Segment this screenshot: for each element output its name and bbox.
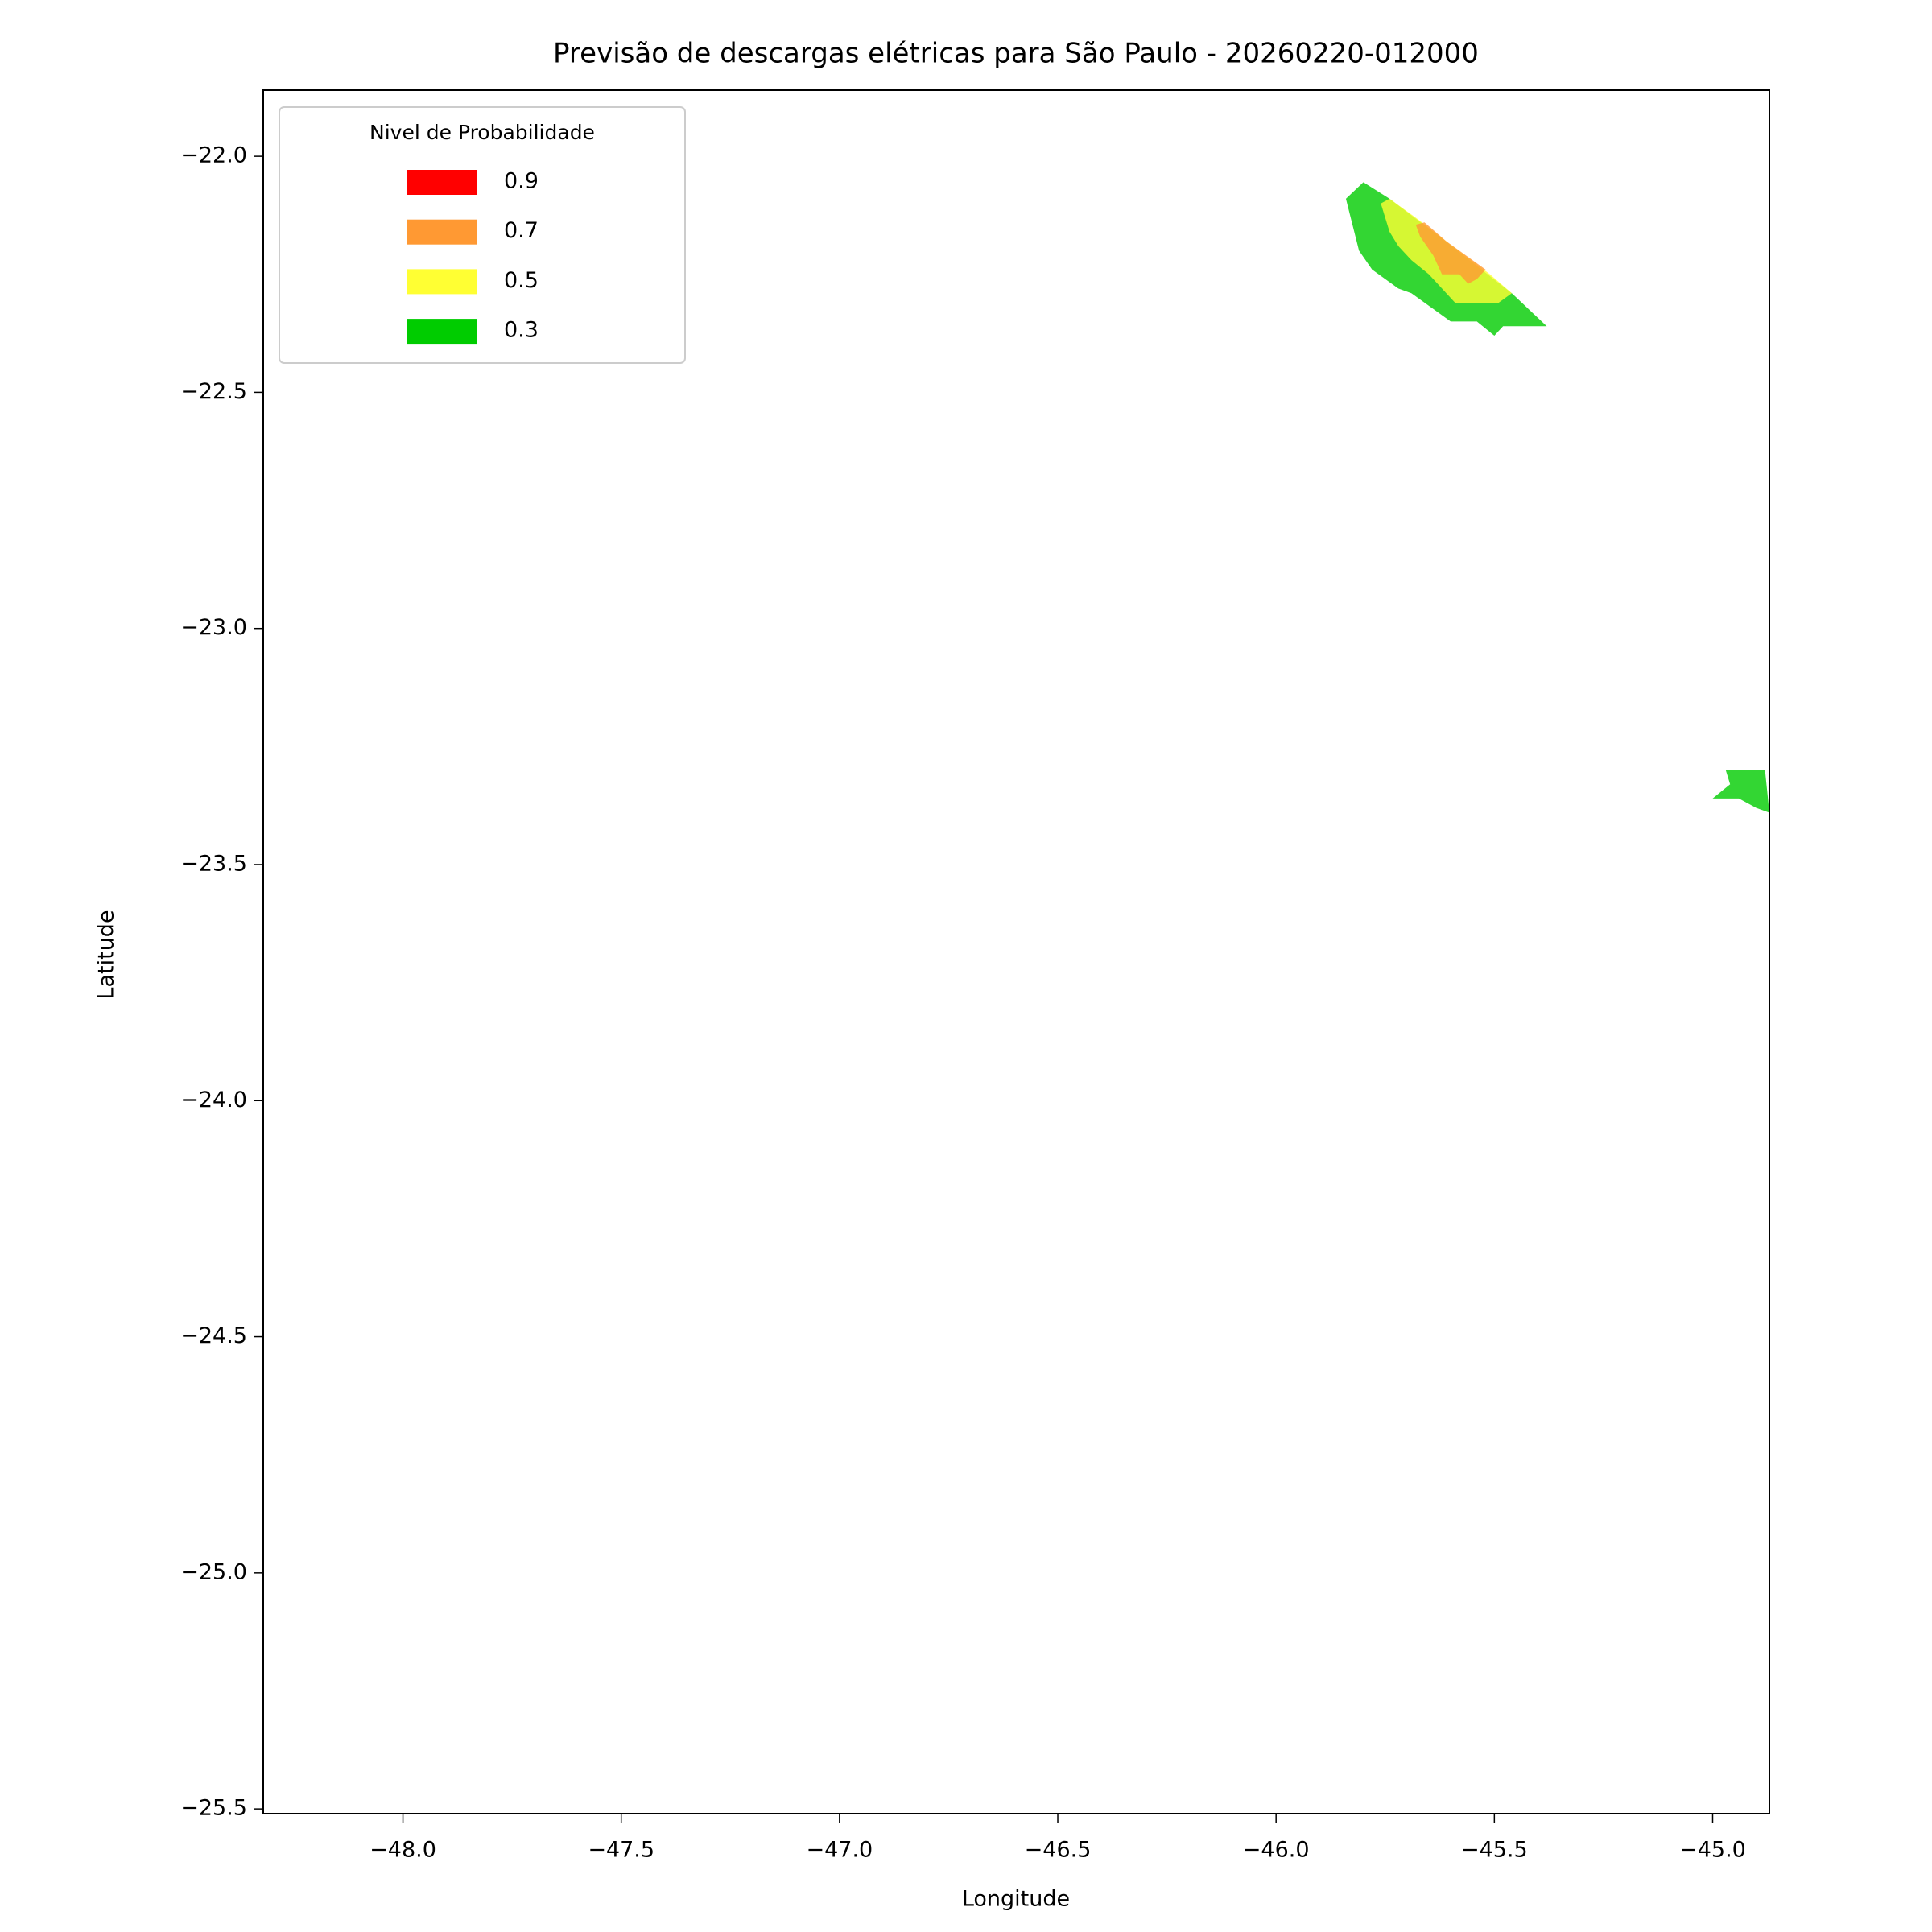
y-tick-label: −23.0 xyxy=(180,615,247,640)
y-tick-label: −24.5 xyxy=(180,1323,247,1348)
y-tick-label: −25.0 xyxy=(180,1559,247,1584)
x-tick-label: −48.0 xyxy=(369,1838,436,1863)
contour-region xyxy=(1415,222,1486,284)
legend-title: Nivel de Probabilidade xyxy=(369,121,595,144)
legend-swatch xyxy=(407,219,477,245)
x-tick-label: −47.0 xyxy=(806,1838,873,1863)
legend-swatch xyxy=(407,269,477,295)
legend: Nivel de Probabilidade 0.9 0.7 0.5 0.3 xyxy=(279,106,686,364)
y-tick-label: −22.0 xyxy=(180,143,247,168)
plot-area xyxy=(1345,182,1769,813)
legend-label: 0.7 xyxy=(504,218,539,243)
contour-region xyxy=(1712,770,1769,813)
legend-label: 0.9 xyxy=(504,169,539,194)
x-tick-label: −45.5 xyxy=(1461,1838,1528,1863)
x-tick-label: −46.5 xyxy=(1025,1838,1092,1863)
x-axis-label: Longitude xyxy=(962,1887,1070,1912)
plot-frame xyxy=(262,89,1770,1814)
legend-swatch xyxy=(407,319,477,345)
y-axis-label: Latitude xyxy=(94,910,119,999)
chart-title: Previsão de descargas elétricas para São… xyxy=(553,38,1479,70)
x-tick-label: −45.0 xyxy=(1679,1838,1746,1863)
y-tick-label: −23.5 xyxy=(180,851,247,876)
y-tick-label: −25.5 xyxy=(180,1796,247,1821)
legend-label: 0.5 xyxy=(504,268,539,293)
legend-label: 0.3 xyxy=(504,318,539,343)
y-tick-label: −22.5 xyxy=(180,379,247,404)
y-tick-label: −24.0 xyxy=(180,1088,247,1113)
x-tick-label: −46.0 xyxy=(1243,1838,1310,1863)
x-tick-label: −47.5 xyxy=(588,1838,654,1863)
legend-box xyxy=(279,106,686,364)
legend-swatch xyxy=(407,170,477,195)
